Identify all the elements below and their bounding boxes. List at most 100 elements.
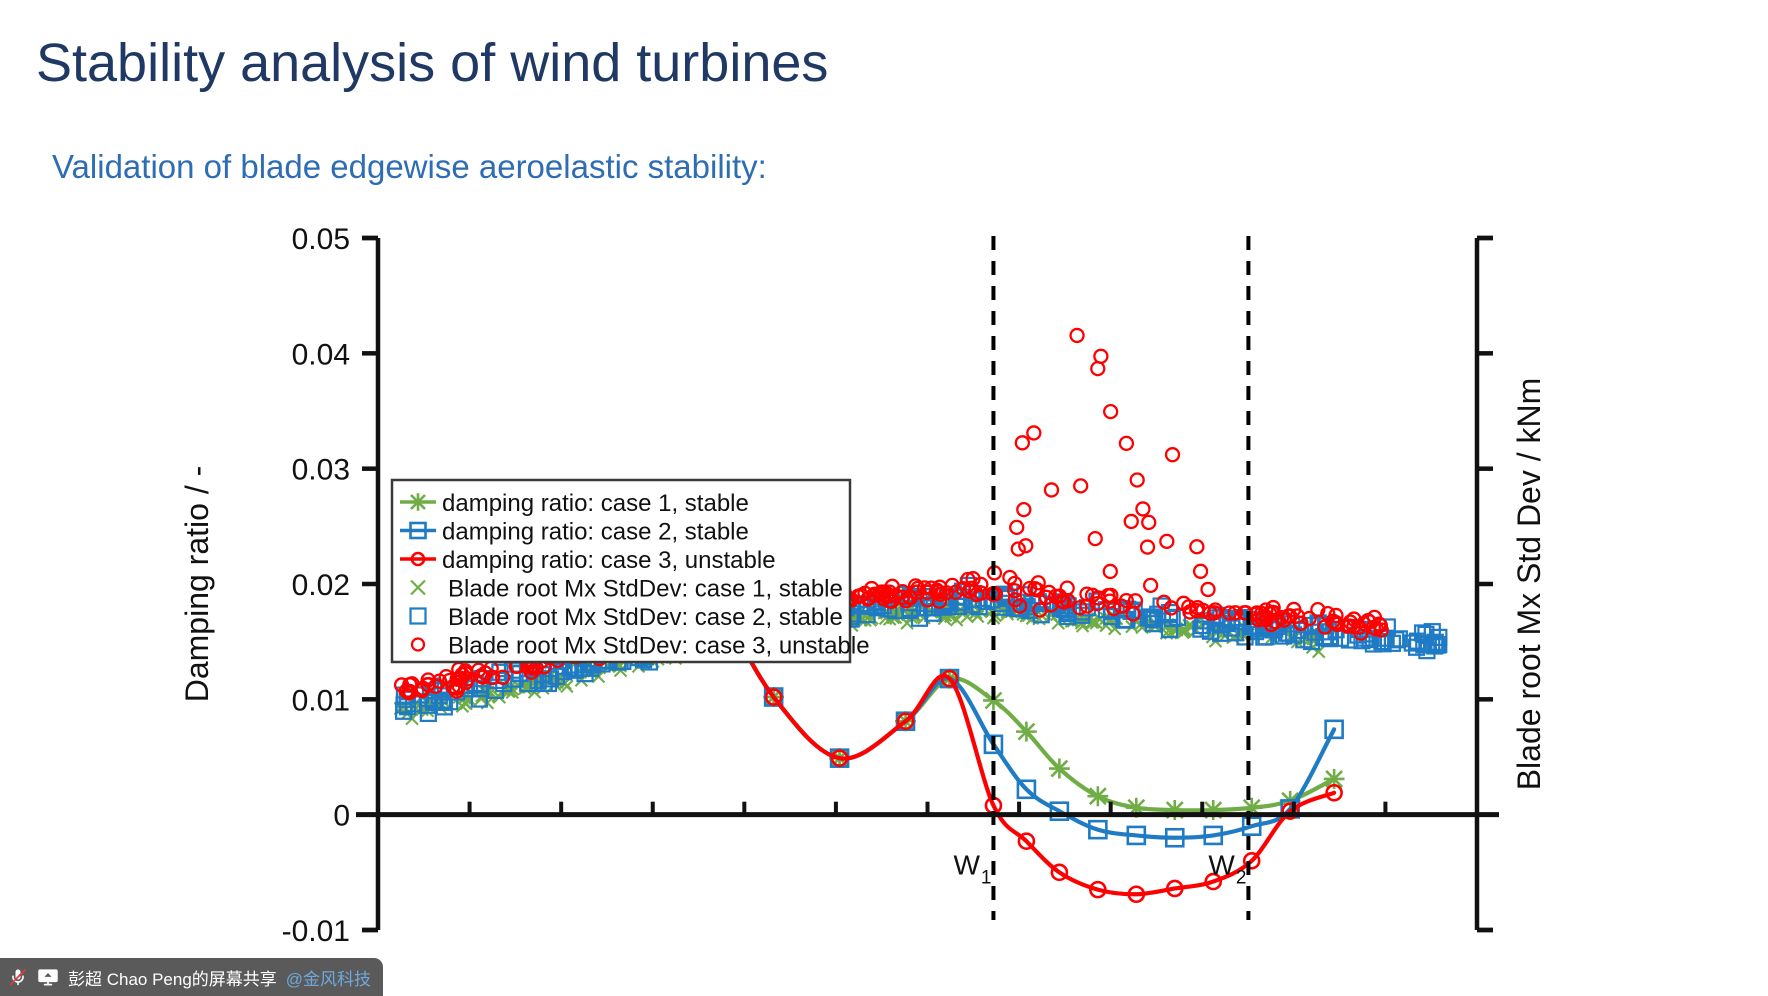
marker-square [1295,631,1313,649]
marker-star [1202,800,1224,821]
marker-square [1016,779,1037,800]
marker-circle [1072,600,1088,616]
marker-circle [1325,783,1343,802]
marker-circle [495,669,511,685]
marker-circle [1320,605,1336,622]
screen-share-taskbar[interactable]: 彭超 Chao Peng的屏幕共享 @金风科技 [0,958,384,996]
marker-circle [1276,612,1292,628]
y-axis-title-right: Blade root Mx Std Dev / kNm [1511,378,1547,791]
marker-circle [1102,563,1118,580]
marker-square [1280,799,1300,819]
marker-square [1005,599,1023,617]
marker-circle [902,590,918,606]
marker-square [470,690,488,708]
marker-circle [932,586,948,603]
marker-square [1373,632,1391,651]
marker-cross [1311,644,1326,659]
marker-square [1417,625,1435,644]
legend-label: damping ratio: case 2, stable [442,519,749,546]
marker-circle [1204,872,1223,891]
marker-circle [1007,583,1023,599]
marker-circle [963,580,980,596]
marker-square [409,607,427,625]
marker-circle [764,688,783,706]
marker-circle [965,571,981,587]
marker-square [395,702,413,720]
marker-circle [1142,577,1159,594]
marker-square [901,599,919,617]
marker-square [983,734,1004,755]
legend-label: damping ratio: case 3, unstable [442,547,776,574]
marker-circle [1192,563,1209,579]
marker-square [1407,638,1426,656]
marker-circle [1102,403,1119,420]
marker-circle [1328,607,1344,624]
marker-square [1423,623,1441,641]
marker-circle [931,593,948,609]
marker-circle [1007,575,1023,592]
marker-star [1087,786,1109,807]
y-tick-label: 0.05 [292,223,350,256]
legend-box [390,478,852,664]
marker-square [1032,606,1050,624]
marker-circle [1189,539,1205,555]
marker-circle [1026,425,1042,441]
marker-circle [457,663,474,679]
marker-cross [560,679,574,694]
marker-circle [1069,327,1085,344]
marker-square [1377,629,1395,647]
marker-square [1315,629,1333,647]
marker-circle [410,551,426,567]
marker-circle [1206,605,1223,621]
marker-square [1324,719,1344,740]
marker-circle [1127,885,1146,904]
stability-chart: W1 W2 0.05 0.04 0.03 0.02 0.01 0 -0.01 Damping ra… [0,210,1768,970]
share-owner-label: 彭超 Chao Peng的屏幕共享 [68,969,277,989]
marker-circle [1200,581,1216,598]
marker-cross [410,579,426,596]
legend-label: Blade root Mx StdDev: case 3, unstable [448,633,870,660]
marker-square [1088,819,1108,840]
marker-star [1164,800,1186,821]
marker-circle [1032,602,1048,618]
marker-circle [1018,538,1034,554]
marker-star [1241,797,1263,818]
y-tick-label: 0.02 [292,569,350,602]
marker-circle [1089,880,1107,899]
marker-star [1125,797,1147,818]
label-sub: 2 [1236,868,1247,889]
label-sub: 1 [981,868,992,889]
marker-circle [1175,595,1192,611]
marker-circle [850,588,866,604]
marker-circle [1014,435,1031,451]
marker-circle [1090,590,1106,606]
marker-star [1048,758,1070,779]
marker-circle [1135,501,1151,517]
marker-circle [1254,611,1270,627]
marker-circle [1164,447,1181,463]
marker-circle [485,669,501,686]
marker-circle [1189,603,1205,619]
screen-share-icon[interactable] [37,967,59,987]
marker-circle [523,664,540,680]
marker-circle [940,669,959,688]
marker-circle [1059,580,1075,596]
marker-circle [1165,879,1184,898]
marker-circle [1125,606,1141,622]
marker-circle [1022,580,1038,597]
marker-circle [1227,605,1243,621]
legend-label: Blade root Mx StdDev: case 1, stable [448,576,843,603]
marker-circle [1048,588,1064,605]
marker-square [1164,827,1185,848]
share-org-label: @金风科技 [285,969,372,989]
marker-square [1126,825,1147,846]
marker-circle [1038,589,1055,605]
marker-square [409,521,427,540]
microphone-muted-icon[interactable] [8,967,28,987]
marker-square [1390,630,1408,648]
marker-circle [1010,541,1026,557]
marker-circle [449,671,465,687]
y-axis-title-left: Damping ratio / - [179,466,215,703]
marker-circle [1242,851,1261,870]
